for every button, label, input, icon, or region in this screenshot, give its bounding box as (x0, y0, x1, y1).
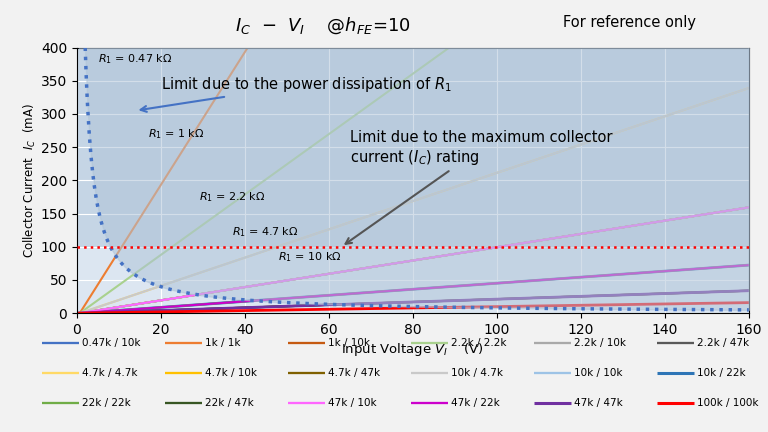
Bar (77, 48, 749, 247)
Text: 22k / 22k: 22k / 22k (82, 398, 131, 408)
Text: 100k / 100k: 100k / 100k (697, 398, 758, 408)
Text: 2.2k / 10k: 2.2k / 10k (574, 337, 626, 348)
Text: 1k / 1k: 1k / 1k (205, 337, 240, 348)
Text: 2.2k / 47k: 2.2k / 47k (697, 337, 749, 348)
Text: $R_1$ = 10 k$\Omega$: $R_1$ = 10 k$\Omega$ (279, 250, 342, 264)
Text: 22k / 47k: 22k / 47k (205, 398, 253, 408)
Text: Limit due to the power dissipation of $R_1$: Limit due to the power dissipation of $R… (141, 75, 452, 112)
Text: 10k / 22k: 10k / 22k (697, 368, 745, 378)
Text: $I_C$  $-$  $V_I$    @$h_{FE}$=10: $I_C$ $-$ $V_I$ @$h_{FE}$=10 (235, 15, 410, 36)
Text: $R_1$ = 4.7 k$\Omega$: $R_1$ = 4.7 k$\Omega$ (232, 226, 299, 239)
Text: 0.47k / 10k: 0.47k / 10k (82, 337, 141, 348)
Text: 2.2k / 2.2k: 2.2k / 2.2k (451, 337, 506, 348)
Text: $R_1$ = 1 k$\Omega$: $R_1$ = 1 k$\Omega$ (148, 127, 204, 141)
Text: For reference only: For reference only (563, 15, 697, 30)
Text: 47k / 10k: 47k / 10k (328, 398, 376, 408)
Text: 4.7k / 47k: 4.7k / 47k (328, 368, 380, 378)
Y-axis label: Collector Current  $I_C$  (mA): Collector Current $I_C$ (mA) (22, 103, 38, 258)
Text: 47k / 47k: 47k / 47k (574, 398, 622, 408)
Text: 47k / 22k: 47k / 22k (451, 398, 499, 408)
Text: 10k / 10k: 10k / 10k (574, 368, 622, 378)
Text: 4.7k / 10k: 4.7k / 10k (205, 368, 257, 378)
Text: $R_1$ = 0.47 k$\Omega$: $R_1$ = 0.47 k$\Omega$ (98, 52, 172, 66)
Text: 4.7k / 4.7k: 4.7k / 4.7k (82, 368, 137, 378)
Text: Limit due to the maximum collector
current ($I_C$) rating: Limit due to the maximum collector curre… (346, 130, 612, 244)
Text: 1k / 10k: 1k / 10k (328, 337, 370, 348)
X-axis label: Input Voltage $V_I$    (V): Input Voltage $V_I$ (V) (342, 341, 484, 358)
Text: $R_1$ = 2.2 k$\Omega$: $R_1$ = 2.2 k$\Omega$ (199, 190, 265, 204)
Text: 10k / 4.7k: 10k / 4.7k (451, 368, 503, 378)
